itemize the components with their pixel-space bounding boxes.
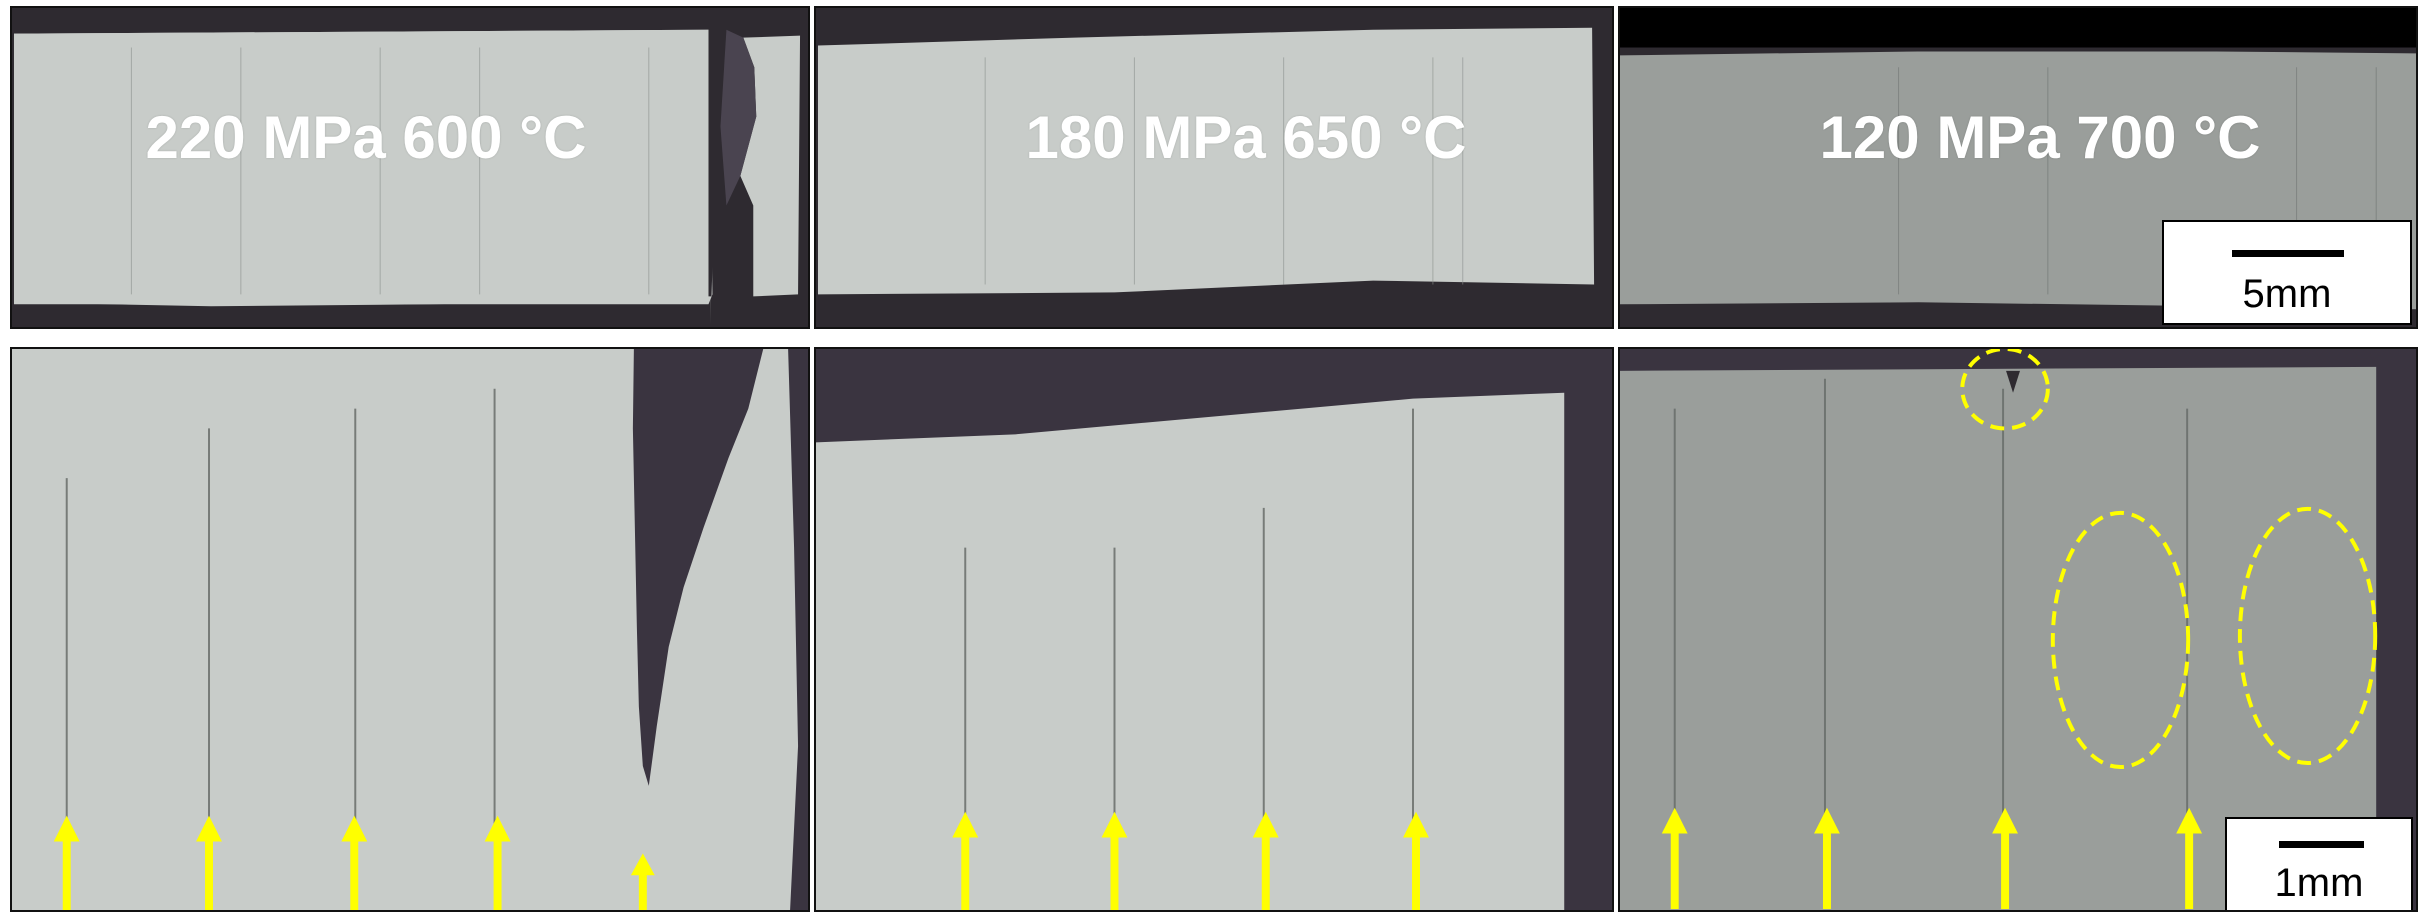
annotation-group xyxy=(1960,349,2378,770)
micrograph-image xyxy=(12,8,808,327)
scale-bar-label: 5mm xyxy=(2242,272,2332,316)
micrograph-120mpa-700c-detail: 1mm xyxy=(1618,347,2418,912)
micrograph-image xyxy=(1620,349,2416,910)
micrograph-180mpa-650c-detail xyxy=(814,347,1614,912)
micrograph-image xyxy=(816,349,1612,910)
panel-label: 120 MPa 700 °C xyxy=(1819,104,2261,171)
scale-bar-1mm: 1mm xyxy=(2225,817,2413,910)
micrograph-120mpa-700c-overview: 120 MPa 700 °C 5mm xyxy=(1618,6,2418,329)
micrograph-image xyxy=(816,8,1612,327)
scale-bar-line xyxy=(2279,841,2364,848)
micrograph-220mpa-600c-overview: 220 MPa 600 °C xyxy=(10,6,810,329)
arrow-group xyxy=(53,815,655,910)
arrow-group xyxy=(1661,807,2203,910)
panel-label: 220 MPa 600 °C xyxy=(145,104,587,171)
micrograph-image xyxy=(12,349,808,910)
panel-label: 180 MPa 650 °C xyxy=(1025,104,1467,171)
scale-bar-label: 1mm xyxy=(2274,861,2364,905)
scale-bar-line xyxy=(2232,250,2344,257)
micrograph-180mpa-650c-overview: 180 MPa 650 °C xyxy=(814,6,1614,329)
arrow-group xyxy=(952,811,1429,910)
micrograph-220mpa-600c-detail xyxy=(10,347,810,912)
scale-bar-5mm: 5mm xyxy=(2162,220,2412,325)
